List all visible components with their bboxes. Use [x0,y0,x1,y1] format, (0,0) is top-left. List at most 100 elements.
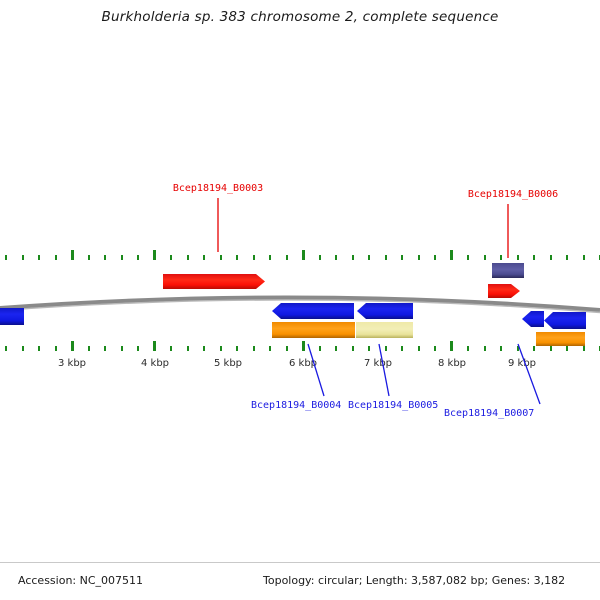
axis-tick-minor [252,346,255,351]
axis-label-7: 9 kbp [507,358,537,369]
axis-tick-minor [500,255,502,260]
tick-row-bottom [0,339,600,351]
axis-tick-minor [203,255,205,260]
axis-tick-minor [137,255,139,260]
axis-tick-major [450,250,453,260]
gene-label-bcep18194_b0003[interactable]: Bcep18194_B0003 [172,183,264,194]
gene-label-bcep18194_b0006[interactable]: Bcep18194_B0006 [467,189,559,200]
accession-text: Accession: NC_007511 [18,574,144,587]
gene-b0006-forward[interactable] [488,284,520,298]
gene-leader-line [378,343,390,397]
axis-label-5: 7 kbp [363,358,393,369]
domain-b0006-navy[interactable] [492,263,524,278]
axis-tick-minor [533,255,535,260]
axis-tick-minor [120,346,123,351]
axis-label-2: 4 kbp [140,358,170,369]
gene-b0007b-reverse[interactable] [544,312,586,329]
axis-tick-minor [533,346,535,351]
axis-tick-labels: 3 kbp 4 kbp 5 kbp 6 kbp 7 kbp 8 kbp 9 kbp [0,358,600,374]
axis-label-4: 6 kbp [288,358,318,369]
gene-leader-line [517,343,541,405]
gene-label-bcep18194_b0007[interactable]: Bcep18194_B0007 [444,408,535,419]
cds-b0005-khaki[interactable] [356,322,413,338]
axis-tick-minor [549,346,552,351]
gene-leader-line [307,343,325,397]
gene-b0004-reverse[interactable] [272,303,354,319]
axis-label-1: 3 kbp [57,358,87,369]
axis-tick-minor [566,346,568,351]
axis-tick-minor [285,346,288,351]
axis-tick-minor [549,255,552,260]
axis-tick-minor [516,255,519,260]
axis-tick-minor [516,346,519,351]
axis-tick-minor [219,255,222,260]
axis-tick-minor [170,346,172,351]
axis-tick-minor [269,346,271,351]
gene-label-bcep18194_b0004[interactable]: Bcep18194_B0004 [251,400,342,411]
axis-tick-major [153,250,156,260]
axis-tick-minor [252,255,255,260]
gene-b0003-forward[interactable] [163,274,265,289]
axis-tick-minor [170,255,172,260]
axis-tick-major [301,341,305,351]
axis-tick-minor [21,346,24,351]
gene-label-bcep18194_b0005[interactable]: Bcep18194_B0005 [348,400,439,411]
axis-tick-minor [417,255,420,260]
axis-tick-major [70,341,74,351]
axis-tick-minor [582,255,585,260]
axis-tick-major [450,341,453,351]
axis-tick-major [70,250,74,260]
genome-backbone [0,295,600,314]
axis-tick-minor [285,255,288,260]
cds-b0007-orange[interactable] [536,332,585,346]
axis-tick-minor [434,255,436,260]
axis-tick-minor [483,346,486,351]
axis-tick-minor [351,255,354,260]
axis-tick-minor [38,346,40,351]
gene-b0007a-reverse[interactable] [522,311,544,327]
axis-tick-minor [318,255,321,260]
gene-b0005-reverse[interactable] [357,303,413,319]
axis-tick-minor [368,255,370,260]
axis-tick-minor [318,346,321,351]
axis-tick-minor [467,346,469,351]
axis-tick-minor [186,346,189,351]
axis-tick-minor [104,346,106,351]
axis-tick-minor [236,346,238,351]
axis-label-6: 8 kbp [437,358,467,369]
axis-tick-minor [87,346,90,351]
topology-text: Topology: circular; Length: 3,587,082 bp… [263,574,566,587]
axis-tick-minor [368,346,370,351]
axis-tick-minor [434,346,436,351]
axis-tick-minor [417,346,420,351]
axis-tick-minor [351,346,354,351]
axis-tick-minor [54,255,57,260]
axis-tick-minor [54,346,57,351]
axis-tick-minor [38,255,40,260]
axis-tick-minor [483,255,486,260]
axis-label-3: 5 kbp [213,358,243,369]
axis-tick-major [301,250,305,260]
footer-divider [0,562,600,563]
axis-tick-minor [582,346,585,351]
axis-tick-minor [335,255,337,260]
axis-tick-minor [203,346,205,351]
axis-tick-minor [120,255,123,260]
axis-tick-minor [401,255,403,260]
axis-tick-minor [186,255,189,260]
axis-tick-minor [384,346,387,351]
axis-tick-minor [500,346,502,351]
axis-tick-minor [5,255,7,260]
axis-tick-minor [104,255,106,260]
axis-tick-minor [219,346,222,351]
axis-tick-minor [566,255,568,260]
page-title: Burkholderia sp. 383 chromosome 2, compl… [101,9,499,25]
axis-tick-minor [401,346,403,351]
axis-tick-minor [21,255,24,260]
gene-left-edge-reverse[interactable] [0,308,24,325]
cds-b0004-orange[interactable] [272,322,355,338]
axis-tick-minor [384,255,387,260]
axis-tick-minor [467,255,469,260]
